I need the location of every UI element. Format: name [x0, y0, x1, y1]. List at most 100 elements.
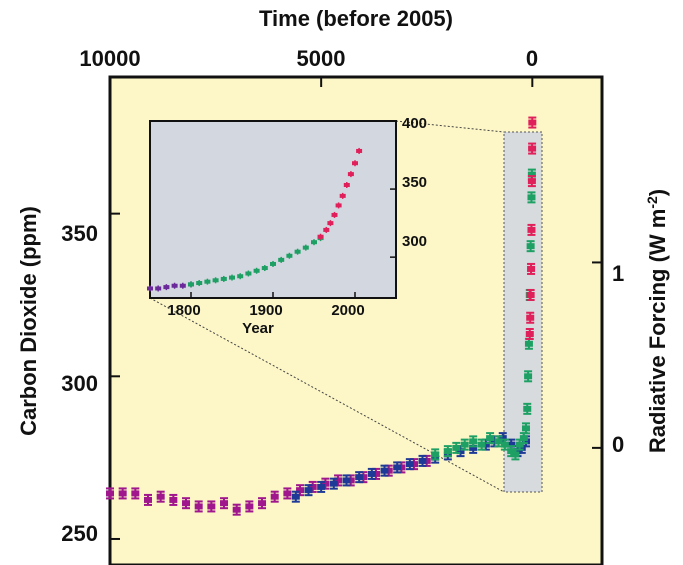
inset-data-point	[323, 226, 330, 233]
y2-axis-title-main: Radiative Forcing (W m	[645, 209, 670, 453]
axis-ticks	[109, 77, 602, 540]
data-point	[342, 474, 351, 487]
inset-data-point	[339, 192, 346, 199]
y-tick-label-250: 250	[61, 521, 98, 546]
y2-tick-label-1: 1	[612, 261, 624, 286]
inset-y-tick-label-350: 350	[402, 174, 427, 191]
inset-data-point	[179, 282, 186, 289]
y2-axis-title-superscript: -2	[644, 196, 660, 209]
inset-y-tick-label-400: 400	[402, 115, 427, 132]
data-point	[523, 402, 532, 415]
inset-data-point	[343, 181, 350, 188]
data-point	[207, 500, 216, 513]
inset-data-point	[196, 280, 203, 287]
inset-data-point	[229, 274, 235, 281]
data-point	[527, 175, 536, 188]
inset-data-point	[237, 273, 244, 280]
zoom-highlight-box	[503, 131, 543, 493]
data-point	[182, 497, 191, 510]
data-point	[169, 493, 178, 506]
inset-data-point	[245, 270, 252, 277]
data-point	[443, 445, 452, 458]
data-point	[367, 467, 376, 480]
inset-x-axis-title: Year	[242, 320, 274, 337]
inset-data-point	[253, 267, 260, 274]
inset-x-tick-label-2000: 2000	[331, 302, 364, 319]
inset-data-point	[331, 211, 338, 218]
data-point	[511, 448, 520, 461]
y-tick-label-300: 300	[61, 371, 98, 396]
data-point	[526, 288, 535, 301]
inset-data-point	[188, 281, 194, 288]
data-point	[118, 487, 127, 500]
data-point	[106, 487, 114, 500]
data-point	[526, 240, 535, 253]
x-tick-label-10000: 10000	[79, 46, 140, 71]
data-point	[452, 441, 461, 454]
y2-tick-label-0: 0	[612, 432, 624, 457]
inset-data-point	[204, 278, 211, 285]
data-point	[526, 311, 535, 324]
data-point	[194, 500, 203, 513]
inset-data-point	[147, 285, 153, 292]
inset-data-point	[347, 171, 354, 178]
data-point	[393, 461, 402, 474]
data-point	[329, 477, 338, 490]
data-point	[525, 328, 534, 341]
inset-data-series	[147, 147, 363, 292]
data-point	[527, 191, 536, 204]
inset-data-point	[311, 239, 317, 246]
inset-data-point	[352, 160, 358, 167]
inset-data-point	[335, 202, 342, 209]
data-point	[528, 142, 537, 155]
inset-x-tick-label-1800: 1800	[167, 302, 200, 319]
data-point	[528, 116, 537, 129]
inset-data-point	[270, 260, 276, 267]
data-point	[304, 484, 313, 497]
y2-axis-title: Radiative Forcing (W m-2)	[644, 189, 670, 453]
inset-data-point	[163, 284, 170, 291]
data-point	[245, 500, 254, 513]
x-axis-title: Time (before 2005)	[259, 6, 453, 31]
data-point	[317, 480, 326, 493]
y-axis-title: Carbon Dioxide (ppm)	[16, 206, 41, 436]
y2-axis-title-close: )	[645, 189, 670, 196]
inset-data-point	[294, 248, 301, 255]
data-point	[527, 262, 536, 275]
data-point	[232, 503, 241, 516]
data-point	[156, 490, 165, 503]
inset-data-point	[317, 233, 324, 240]
data-point	[460, 438, 469, 451]
inset-data-point	[356, 147, 363, 154]
data-point	[431, 448, 440, 461]
x-tick-label-5000: 5000	[297, 46, 346, 71]
inset-axis-ticks	[190, 120, 396, 298]
inset-x-tick-label-1900: 1900	[249, 302, 282, 319]
data-point	[220, 497, 229, 510]
data-point	[524, 370, 533, 383]
inset-data-point	[302, 244, 309, 251]
data-point	[527, 223, 536, 236]
y-tick-label-350: 350	[61, 221, 98, 246]
inset-data-point	[212, 277, 219, 284]
x-tick-label-0: 0	[526, 46, 538, 71]
data-point	[418, 454, 427, 467]
data-point	[291, 490, 300, 503]
inset-data-point	[220, 275, 227, 282]
data-point	[283, 487, 292, 500]
inset-data-point	[278, 256, 285, 263]
data-point	[405, 458, 414, 471]
inset-data-point	[286, 252, 293, 259]
data-point	[258, 497, 267, 510]
inset-data-point	[261, 265, 268, 272]
data-point	[131, 487, 140, 500]
inset-y-tick-label-300: 300	[402, 233, 427, 250]
data-point	[380, 464, 389, 477]
inset-data-point	[327, 220, 334, 227]
data-point	[486, 432, 495, 445]
data-point	[469, 435, 478, 448]
inset-data-point	[171, 282, 178, 289]
inset-plot-background	[149, 120, 397, 299]
data-point	[494, 435, 503, 448]
